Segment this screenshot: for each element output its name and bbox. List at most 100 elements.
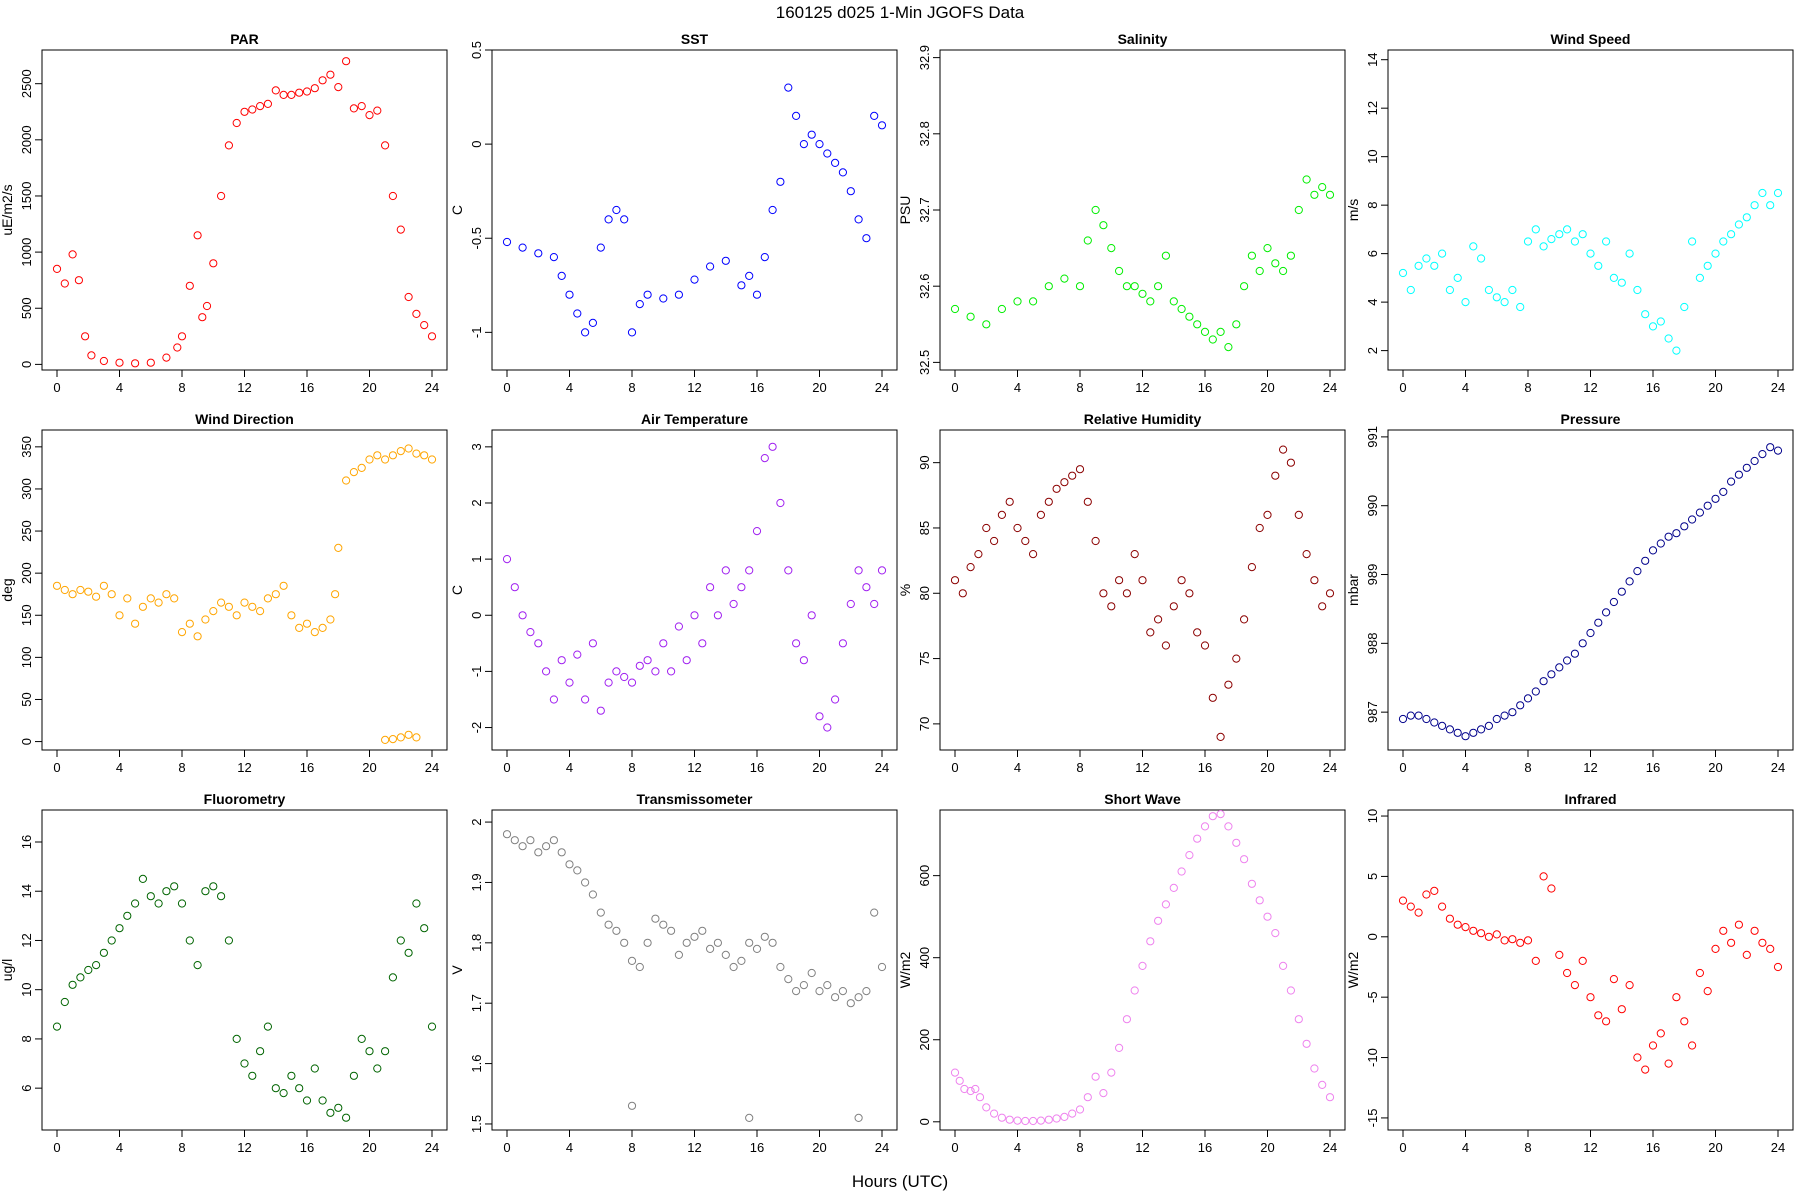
data-point-fluorometry (146, 892, 155, 901)
data-point-infrared (1430, 886, 1439, 896)
y-tick-label-air-temperature: -1 (469, 666, 484, 678)
y-axis-label-wind-speed: m/s (1345, 199, 1361, 222)
data-point-pressure (1773, 446, 1783, 455)
data-point-relative-humidity (974, 550, 983, 559)
data-point-par (326, 70, 335, 79)
data-point-short-wave (1052, 1114, 1061, 1123)
data-point-wind-speed (1758, 188, 1767, 198)
data-point-air-temperature (823, 723, 832, 732)
data-point-air-temperature (745, 566, 754, 575)
data-point-sst (815, 140, 824, 149)
data-point-wind-direction (381, 735, 390, 745)
data-point-air-temperature (877, 566, 887, 575)
data-point-air-temperature (854, 566, 863, 575)
data-point-wind-speed (1453, 273, 1462, 282)
data-point-fluorometry (92, 961, 101, 970)
data-point-par (115, 358, 124, 367)
y-tick-label-par: 2000 (19, 125, 34, 154)
data-point-par (404, 292, 413, 302)
data-point-par (279, 90, 288, 100)
x-tick-label-pressure: 4 (1462, 760, 1469, 775)
x-tick-label-salinity: 20 (1260, 380, 1274, 395)
data-point-sst (643, 290, 652, 299)
data-point-pressure (1703, 501, 1712, 510)
data-point-short-wave (1154, 916, 1163, 925)
data-point-par (248, 105, 257, 114)
data-point-transmissometer (870, 908, 879, 917)
data-point-sst (604, 215, 613, 224)
data-point-infrared (1570, 981, 1580, 990)
data-point-air-temperature (713, 611, 723, 620)
y-axis-label-pressure: mbar (1345, 574, 1361, 606)
data-point-infrared (1609, 975, 1619, 984)
data-point-wind-speed (1508, 285, 1517, 295)
panel-title-transmissometer: Transmissometer (637, 791, 753, 807)
x-tick-label-salinity: 12 (1135, 380, 1149, 395)
data-point-short-wave (1130, 986, 1139, 995)
y-tick-label-sst: 0.5 (469, 41, 484, 59)
data-point-wind-direction (185, 619, 194, 628)
y-tick-label-short-wave: 400 (917, 947, 932, 969)
data-point-fluorometry (201, 887, 210, 896)
data-point-air-temperature (831, 695, 840, 704)
data-point-par (81, 332, 90, 341)
data-point-pressure (1750, 456, 1759, 466)
data-point-par (420, 321, 429, 330)
y-tick-label-wind-speed: 4 (1365, 299, 1380, 306)
data-point-relative-humidity (1224, 680, 1233, 689)
data-point-salinity (1255, 266, 1264, 276)
data-point-pressure (1594, 618, 1603, 627)
x-tick-label-par: 12 (237, 380, 251, 395)
panel-title-fluorometry: Fluorometry (204, 791, 286, 807)
data-point-sst (565, 290, 574, 299)
y-tick-label-fluorometry: 10 (19, 982, 34, 996)
x-tick-label-wind-direction: 12 (237, 760, 251, 775)
y-axis-label-air-temperature: C (449, 585, 465, 595)
data-point-short-wave (1279, 961, 1288, 971)
data-point-infrared (1523, 936, 1533, 945)
data-point-wind-speed (1719, 237, 1728, 246)
data-point-pressure (1680, 522, 1689, 531)
x-tick-label-transmissometer: 0 (503, 1140, 510, 1155)
data-point-short-wave (1263, 912, 1272, 921)
panel-fluorometry: Fluorometry 0 4 8 12 16 20 24 6 8 10 12 14 16 ug/l (0, 791, 448, 1155)
data-point-air-temperature (768, 442, 777, 451)
data-point-par (349, 104, 358, 113)
data-point-wind-direction (138, 602, 147, 611)
data-point-relative-humidity (1193, 628, 1202, 637)
data-point-wind-speed (1406, 285, 1415, 295)
data-point-transmissometer (581, 878, 590, 887)
data-point-air-temperature (682, 656, 691, 665)
data-point-relative-humidity (1052, 484, 1061, 493)
plot-frame-infrared (1387, 809, 1794, 1131)
x-tick-label-transmissometer: 4 (566, 1140, 573, 1155)
data-point-air-temperature (581, 695, 590, 704)
data-point-short-wave (997, 1113, 1007, 1122)
data-point-sst (745, 271, 754, 280)
data-point-short-wave (1177, 867, 1186, 876)
data-point-wind-direction (123, 594, 132, 603)
data-point-par (388, 191, 397, 201)
data-point-sst (518, 243, 527, 252)
y-tick-label-sst: -0.5 (469, 227, 484, 249)
data-point-transmissometer (706, 944, 715, 954)
x-tick-label-infrared: 16 (1646, 1140, 1660, 1155)
data-point-transmissometer (768, 938, 777, 947)
panel-par: PAR 0 4 8 12 16 20 24 0 500 1000 1500 2000 2500 uE/m2/… (0, 31, 448, 395)
y-axis-label-salinity: PSU (897, 196, 913, 225)
data-point-wind-speed (1523, 237, 1533, 246)
data-point-transmissometer (831, 993, 840, 1002)
data-point-transmissometer (838, 987, 848, 996)
points-air-temperature (502, 442, 887, 732)
y-tick-label-air-temperature: 0 (469, 612, 484, 619)
data-point-infrared (1594, 1011, 1603, 1020)
data-point-salinity (1154, 282, 1163, 291)
x-tick-label-relative-humidity: 24 (1323, 760, 1337, 775)
y-tick-label-fluorometry: 6 (19, 1085, 34, 1092)
data-point-transmissometer (823, 981, 832, 990)
data-point-fluorometry (373, 1064, 382, 1073)
data-point-transmissometer (752, 944, 762, 954)
data-point-wind-direction (217, 598, 226, 607)
data-point-transmissometer (674, 950, 684, 960)
